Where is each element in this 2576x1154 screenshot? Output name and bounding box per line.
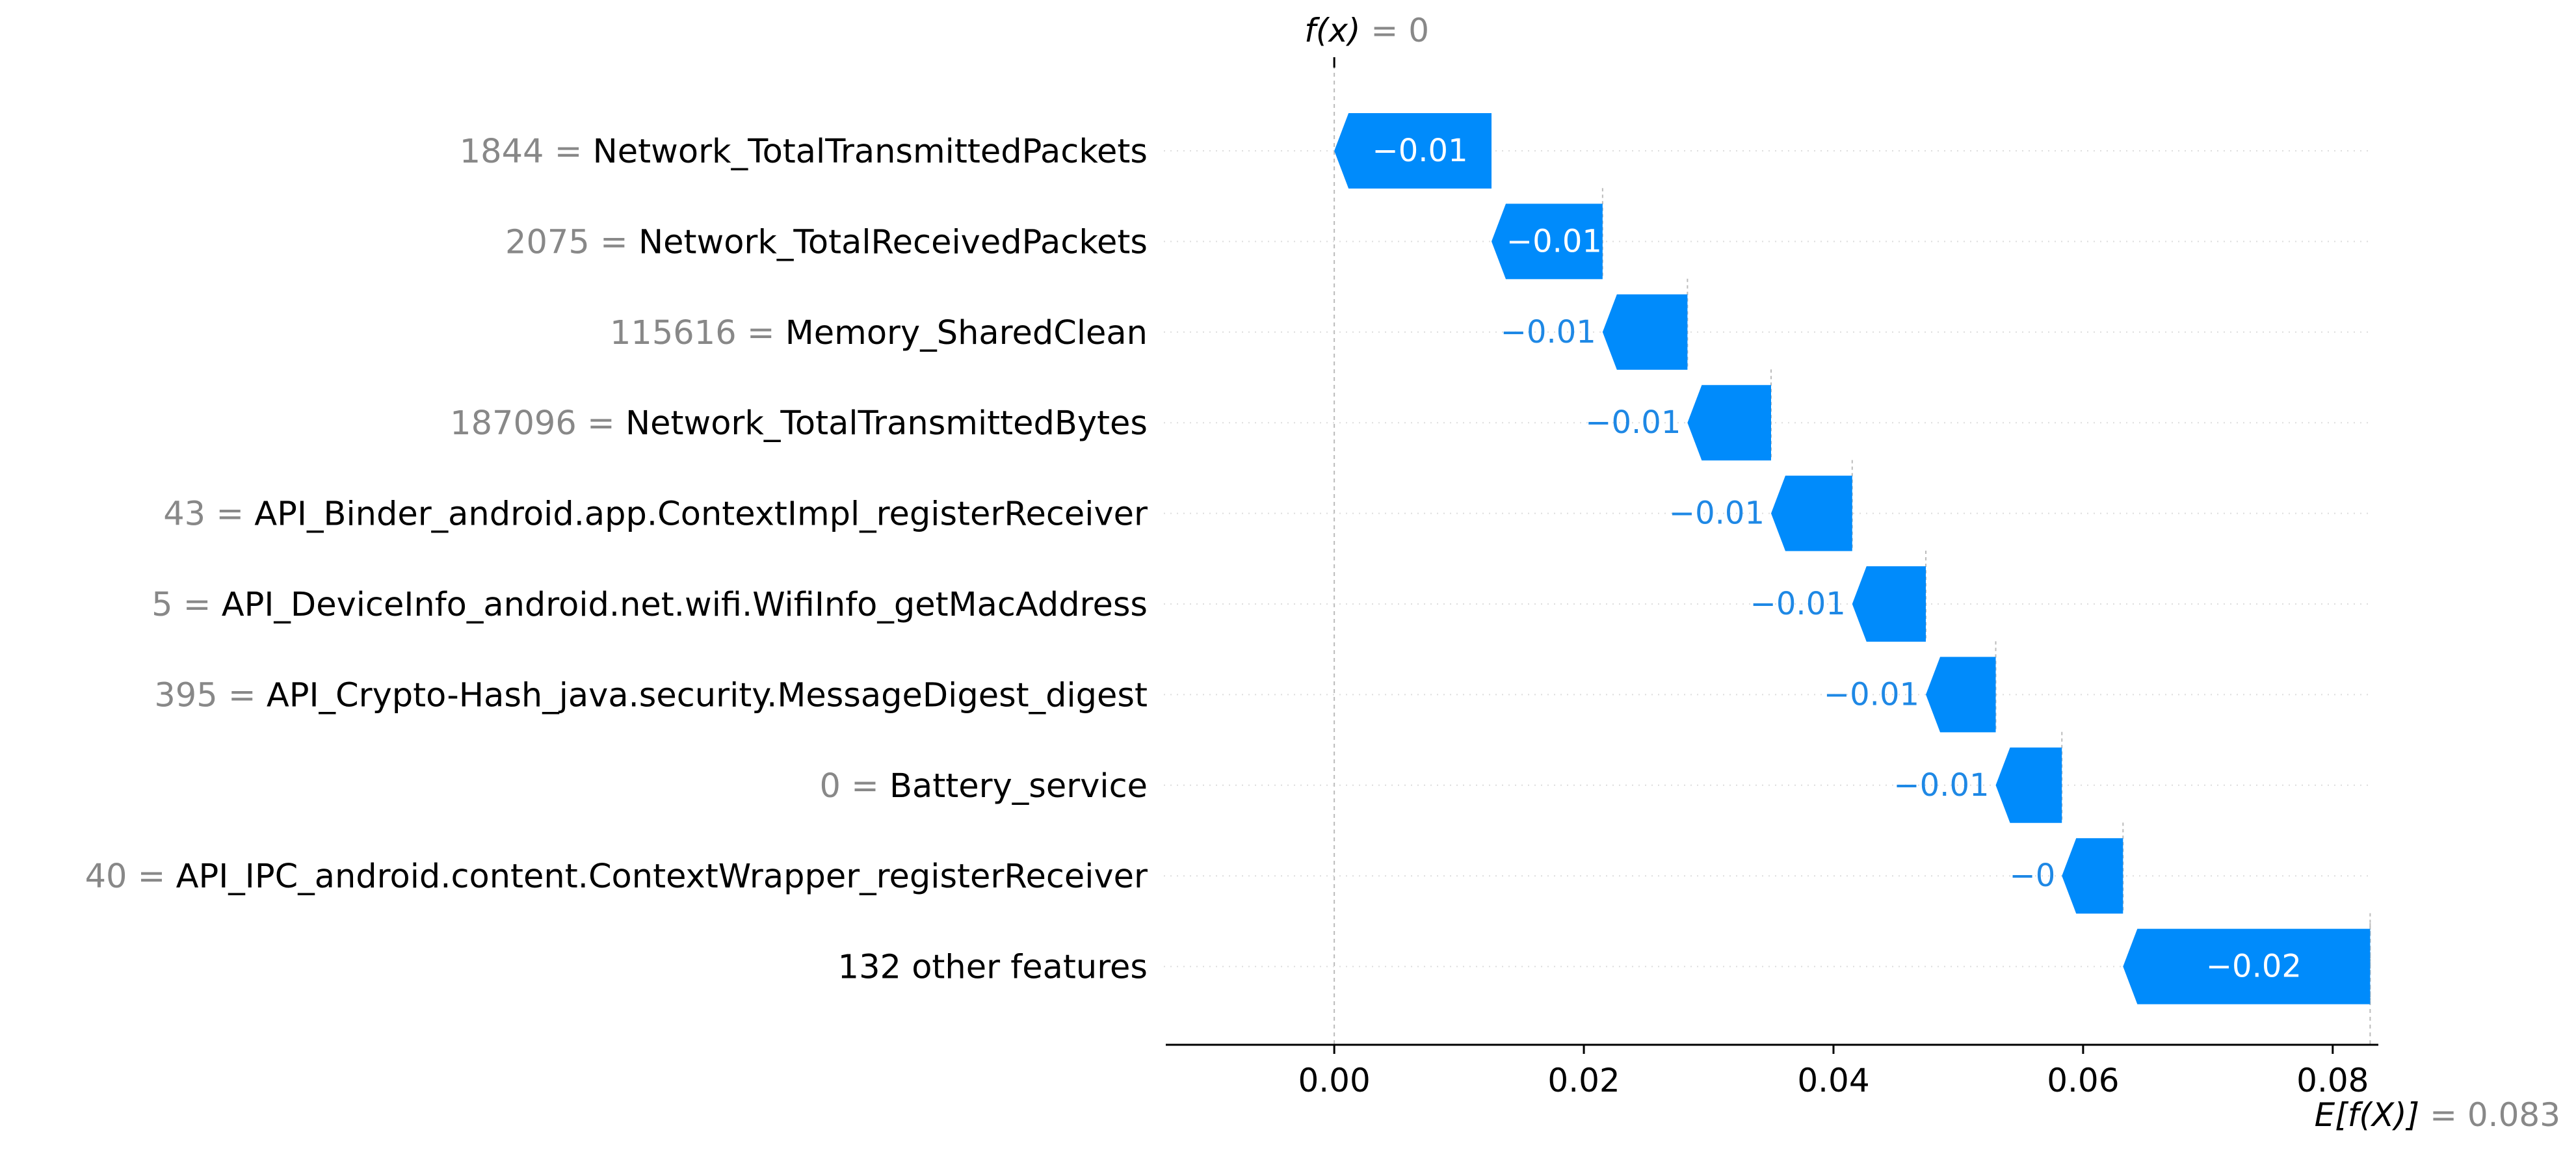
feature-label: 40 = API_IPC_android.content.ContextWrap… — [85, 858, 1148, 896]
feature-eq: = — [577, 404, 625, 443]
feature-name: API_DeviceInfo_android.net.wifi.WifiInfo… — [222, 586, 1148, 624]
x-tick-label: 0.02 — [1547, 1062, 1620, 1099]
waterfall-bar — [1926, 657, 1996, 733]
feature-label: 0 = Battery_service — [819, 767, 1148, 806]
feature-label: 187096 = Network_TotalTransmittedBytes — [450, 404, 1148, 443]
feature-name: API_Crypto-Hash_java.security.MessageDig… — [267, 676, 1148, 715]
feature-value: 43 — [163, 495, 205, 534]
base-eq: = — [2430, 1096, 2467, 1134]
waterfall-bar — [1602, 294, 1688, 370]
x-tick-label: 0.06 — [2047, 1062, 2119, 1099]
bars-layer: −0.01 −0.01 −0.01 −0.01 −0.01 −0.01 −0.01 −0.01… — [1334, 113, 2371, 1004]
feature-eq: = — [544, 133, 593, 171]
grid-layer — [1164, 65, 2373, 1045]
feature-eq: = — [841, 767, 889, 806]
feature-name: Network_TotalTransmittedBytes — [625, 404, 1148, 443]
bar-value-label: −0 — [2009, 858, 2055, 894]
feature-name: API_Binder_android.app.ContextImpl_regis… — [254, 495, 1148, 534]
feature-name: Network_TotalTransmittedPackets — [593, 133, 1148, 171]
bar-value-label: −0.01 — [1750, 586, 1846, 622]
waterfall-bar — [2123, 928, 2371, 1004]
feature-label: 395 = API_Crypto-Hash_java.security.Mess… — [154, 676, 1148, 715]
bar-value-label: −0.01 — [1373, 133, 1468, 169]
feature-eq: = — [737, 314, 785, 352]
feature-eq: = — [173, 586, 222, 624]
feature-eq: = — [127, 858, 176, 896]
feature-label: 2075 = Network_TotalReceivedPackets — [505, 223, 1148, 261]
feature-value: 115616 — [610, 314, 737, 352]
base-value: 0.083 — [2467, 1096, 2560, 1134]
waterfall-bar — [1492, 203, 1603, 280]
x-tick-label: 0.00 — [1298, 1062, 1370, 1099]
bar-value-label: −0.01 — [1501, 314, 1596, 350]
feature-name: Memory_SharedClean — [785, 314, 1148, 352]
waterfall-bar — [2062, 838, 2123, 914]
bar-value-label: −0.01 — [1585, 404, 1681, 441]
feature-value: 0 — [819, 767, 840, 806]
waterfall-bar — [1852, 566, 1926, 642]
base-value-annotation: E[f(X)] = 0.083 — [2315, 1096, 2560, 1134]
feature-value: 187096 — [450, 404, 577, 443]
waterfall-bar — [1771, 475, 1852, 551]
waterfall-bar — [1334, 113, 1492, 189]
feature-labels: 1844 = Network_TotalTransmittedPackets 20… — [85, 133, 1148, 987]
feature-name: API_IPC_android.content.ContextWrapper_r… — [176, 858, 1148, 896]
feature-label: 115616 = Memory_SharedClean — [610, 314, 1148, 352]
feature-name: Battery_service — [889, 767, 1148, 806]
bar-value-label: −0.01 — [1893, 767, 1989, 804]
feature-eq: = — [218, 676, 267, 715]
feature-name: Network_TotalReceivedPackets — [638, 223, 1148, 261]
output-func: f(x) — [1304, 12, 1360, 49]
output-eq: = — [1371, 12, 1408, 49]
feature-label: 5 = API_DeviceInfo_android.net.wifi.Wifi… — [151, 586, 1148, 624]
output-value-annotation: f(x) = 0 — [1304, 12, 1429, 49]
feature-label: 132 other features — [838, 949, 1148, 987]
bar-value-label: −0.01 — [1506, 223, 1602, 259]
waterfall-bar — [1995, 747, 2062, 823]
feature-label: 1844 = Network_TotalTransmittedPackets — [460, 133, 1148, 171]
feature-value: 40 — [85, 858, 127, 896]
feature-eq: = — [205, 495, 254, 534]
x-tick-label: 0.08 — [2296, 1062, 2369, 1099]
base-func: E[f(X)] — [2315, 1096, 2419, 1134]
x-axis: 0.00 0.02 0.04 0.06 0.08 — [1166, 1043, 2378, 1099]
feature-value: 5 — [151, 586, 172, 624]
bar-value-label: −0.01 — [1824, 676, 1919, 713]
x-tick-label: 0.04 — [1797, 1062, 1869, 1099]
feature-value: 395 — [154, 676, 217, 715]
waterfall-bar — [1687, 385, 1771, 461]
feature-value: 2075 — [505, 223, 590, 261]
bar-value-label: −0.02 — [2206, 949, 2302, 985]
feature-label: 43 = API_Binder_android.app.ContextImpl_… — [163, 495, 1148, 534]
bar-value-label: −0.01 — [1669, 495, 1765, 532]
feature-value: 1844 — [460, 133, 544, 171]
feature-name: 132 other features — [838, 949, 1148, 987]
feature-eq: = — [590, 223, 638, 261]
output-value: 0 — [1408, 12, 1429, 49]
